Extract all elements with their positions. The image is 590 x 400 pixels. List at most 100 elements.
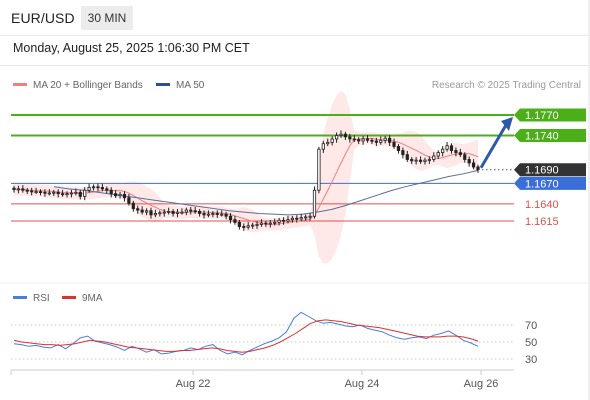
candle-up (339, 133, 343, 136)
candle-down (476, 166, 480, 171)
candle-down (21, 188, 25, 191)
candle-down (410, 159, 414, 162)
candle-down (242, 226, 246, 228)
candle-down (109, 189, 113, 195)
candle-up (144, 210, 149, 213)
candle-down (56, 191, 60, 195)
right-edge (588, 0, 590, 400)
candle-up (180, 211, 184, 214)
candle-down (343, 133, 348, 138)
candle-up (246, 225, 250, 228)
candle-down (149, 210, 153, 216)
candle-up (330, 138, 334, 143)
candle-up (153, 213, 158, 216)
candle-down (388, 137, 392, 143)
candle-down (189, 209, 193, 212)
legend-rsi: RSI (13, 293, 50, 304)
candle-up (312, 189, 317, 217)
x-axis-label: Aug 26 (464, 378, 499, 390)
candle-up (427, 159, 431, 161)
ma20-line (13, 137, 479, 226)
symbol-title: EUR/USD (11, 10, 75, 26)
candle-down (357, 139, 361, 142)
candle-up (268, 222, 272, 225)
candle-down (396, 146, 401, 151)
candle-up (299, 217, 303, 220)
candle-down (237, 221, 241, 227)
candle-down (100, 187, 104, 190)
level-label-1.1640: 1.1640 (525, 199, 559, 211)
candle-up (436, 152, 440, 157)
candle-up (259, 222, 264, 225)
bollinger-band (14, 91, 478, 264)
forecast-arrow-shaft (479, 124, 508, 169)
candle-up (87, 187, 91, 191)
candle-up (445, 145, 449, 150)
candle-up (308, 215, 312, 218)
level-label-1.1740: 1.1740 (525, 131, 559, 143)
candle-down (127, 197, 131, 204)
subheader-divider (0, 65, 590, 66)
credit-text: Research © 2025 Trading Central (431, 80, 581, 91)
legend-ma50: MA 50 (156, 80, 204, 91)
candle-up (432, 155, 436, 160)
level-label-1.1615: 1.1615 (525, 216, 559, 228)
candle-down (171, 211, 175, 214)
candle-down (374, 140, 378, 143)
candle-up (167, 211, 171, 213)
candle-down (105, 188, 109, 191)
candle-up (423, 159, 427, 162)
datetime-label: Monday, August 25, 2025 1:06:30 PM CET (13, 41, 250, 55)
candle-down (43, 191, 47, 194)
level-label-1.1770: 1.1770 (525, 110, 559, 122)
candle-down (224, 213, 228, 217)
level-tag-1.1670 (514, 176, 586, 190)
level-tag-1.1770 (514, 108, 586, 122)
header-bar: EUR/USD 30 MIN (0, 0, 590, 36)
candle-up (206, 213, 211, 216)
x-axis-label: Aug 24 (345, 378, 380, 390)
rsi-swatch (13, 295, 27, 299)
candle-up (383, 137, 387, 141)
candle-up (286, 219, 290, 222)
candle-down (202, 213, 206, 216)
candle-up (361, 138, 365, 142)
candle-down (193, 210, 197, 213)
legend-rsi-label: RSI (33, 293, 50, 304)
rsi-ma-line (13, 319, 479, 353)
forecast-arrow-head (501, 117, 513, 131)
candle-down (365, 138, 370, 141)
candle-down (114, 193, 118, 197)
candle-up (441, 148, 445, 154)
candle-down (392, 141, 396, 147)
candle-down (215, 213, 219, 215)
candle-down (370, 139, 374, 142)
candle-up (220, 213, 224, 216)
timeframe-badge[interactable]: 30 MIN (81, 6, 133, 30)
candle-down (38, 191, 43, 193)
candle-up (91, 186, 96, 189)
level-tag-1.1740 (514, 129, 586, 143)
candle-up (211, 213, 215, 215)
candle-up (47, 192, 51, 195)
candle-up (326, 141, 330, 145)
candle-up (175, 211, 180, 214)
candle-down (136, 208, 140, 211)
candle-up (379, 139, 383, 143)
candle-up (34, 191, 38, 193)
rsi-axis-label: 50 (525, 337, 537, 349)
candle-down (78, 191, 82, 197)
candle-up (16, 188, 21, 191)
candle-down (122, 193, 127, 199)
legend-rsi-ma: 9MA (62, 293, 103, 304)
candle-down (228, 215, 233, 221)
candle-down (348, 136, 352, 140)
level-label-1.1690: 1.1690 (525, 165, 559, 177)
candle-down (25, 189, 29, 192)
candle-down (458, 152, 462, 156)
header-divider (0, 35, 590, 36)
candle-down (140, 209, 144, 213)
legend-ma50-label: MA 50 (176, 80, 205, 91)
candle-up (290, 217, 295, 221)
